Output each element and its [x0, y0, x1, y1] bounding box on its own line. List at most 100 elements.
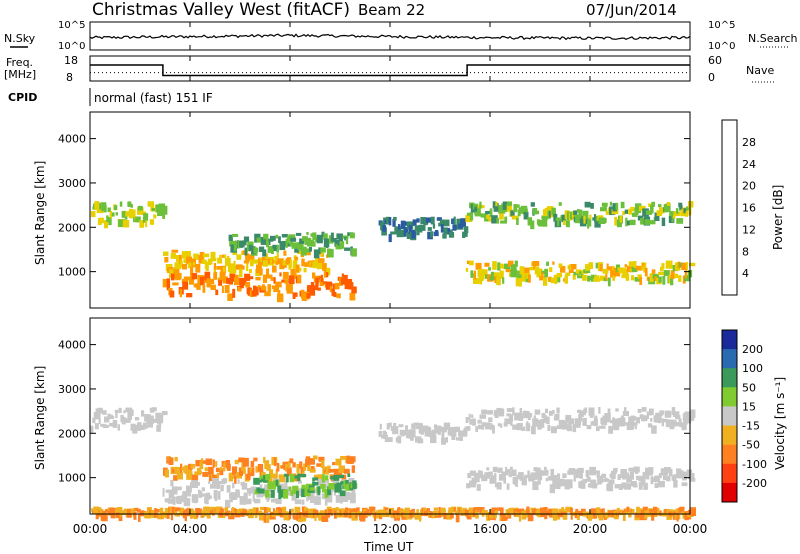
heat-cell [490, 475, 497, 484]
heat-cell [663, 270, 670, 276]
range-tick-label: 4000 [58, 339, 86, 352]
heat-cell [541, 272, 544, 279]
heat-cell [243, 492, 248, 500]
range-tick-label: 3000 [58, 383, 86, 396]
heat-cell [666, 513, 672, 520]
heat-cell [242, 457, 249, 467]
heat-cell [191, 474, 199, 482]
noise-tick-left-bottom: 10^0 [58, 41, 85, 52]
heat-cell [469, 212, 474, 221]
heat-cell [447, 227, 450, 235]
heat-cell [598, 425, 606, 429]
heat-cell [259, 475, 267, 480]
heat-cell [425, 217, 433, 223]
heat-cell [337, 240, 340, 246]
heat-cell [521, 273, 528, 282]
time-tick-label: 00:00 [73, 522, 108, 536]
heat-cell [637, 274, 642, 279]
heat-cell [291, 494, 297, 501]
heat-cell [266, 513, 269, 523]
heat-cell [642, 263, 645, 268]
heat-cell [504, 263, 511, 269]
range-tick-label: 1000 [58, 266, 86, 279]
heat-cell [220, 508, 224, 517]
heat-cell [171, 486, 178, 495]
nsearch-label: N.Search [748, 32, 798, 45]
heat-cell [386, 423, 390, 430]
heat-cell [485, 472, 491, 479]
heat-cell [184, 276, 190, 281]
heat-cell [511, 469, 517, 476]
heat-cell [506, 413, 512, 417]
nave-label: Nave [746, 64, 774, 77]
heat-cell [588, 407, 595, 416]
heat-cell [643, 265, 646, 273]
heat-cell [341, 508, 346, 516]
nsky-label: N.Sky [4, 32, 36, 45]
heat-cell [566, 479, 573, 489]
heat-cell [527, 217, 532, 222]
heat-cell [601, 202, 608, 207]
heat-cell [214, 497, 218, 501]
time-axis-label: Time UT [363, 540, 414, 554]
heat-cell [604, 218, 607, 223]
heat-cell [678, 418, 682, 425]
heat-cell [186, 293, 193, 298]
heat-cell [677, 261, 681, 269]
heat-cell [419, 423, 423, 428]
heat-cell [499, 270, 504, 279]
heat-cell [580, 480, 586, 489]
heat-cell [301, 488, 306, 498]
heat-cell [486, 467, 490, 471]
heat-cell [275, 468, 278, 478]
heat-cell [618, 484, 623, 490]
heat-cell [586, 477, 591, 482]
time-tick-label: 20:00 [573, 522, 608, 536]
heat-cell [164, 469, 169, 478]
velocity-colorbar: 200 100 50 15 -15 -50 -100 -200 [722, 330, 767, 503]
heat-cell [318, 247, 321, 254]
heat-cell [301, 484, 306, 490]
heat-cell [384, 439, 390, 443]
heat-cell [294, 292, 298, 297]
heat-cell [231, 472, 235, 478]
heat-cell [484, 262, 490, 267]
heat-cell [500, 423, 503, 428]
power-heatmap-marks [90, 201, 696, 303]
heat-cell [320, 484, 326, 489]
heat-cell [327, 486, 332, 496]
heat-cell [235, 274, 239, 284]
heat-cell [321, 513, 329, 522]
heat-cell [112, 419, 118, 428]
heat-cell [268, 474, 271, 480]
heat-cell [578, 413, 583, 422]
heat-cell [219, 271, 226, 279]
heat-cell [512, 407, 515, 416]
heat-cell [602, 268, 609, 274]
heat-cell [611, 209, 619, 215]
heat-cell [323, 233, 328, 241]
heat-cell [96, 206, 104, 214]
heat-cell [505, 269, 511, 273]
heat-cell [222, 267, 226, 273]
heat-cell [309, 289, 316, 296]
heat-cell [420, 431, 424, 435]
heat-cell [569, 211, 574, 220]
heat-cell [639, 277, 643, 285]
heat-cell [435, 230, 439, 234]
heat-cell [208, 466, 214, 475]
heat-cell [315, 237, 319, 243]
heat-cell [644, 219, 650, 225]
heat-cell [666, 475, 671, 482]
heat-cell [448, 232, 455, 238]
heat-cell [661, 263, 665, 269]
heat-cell [530, 220, 535, 230]
heat-cell [594, 214, 597, 222]
heat-cell [475, 476, 480, 483]
heat-cell [95, 513, 99, 520]
heat-cell [608, 479, 615, 485]
heat-cell [517, 423, 523, 427]
heat-cell [481, 509, 485, 517]
heat-cell [294, 273, 297, 279]
heat-cell [577, 209, 580, 213]
